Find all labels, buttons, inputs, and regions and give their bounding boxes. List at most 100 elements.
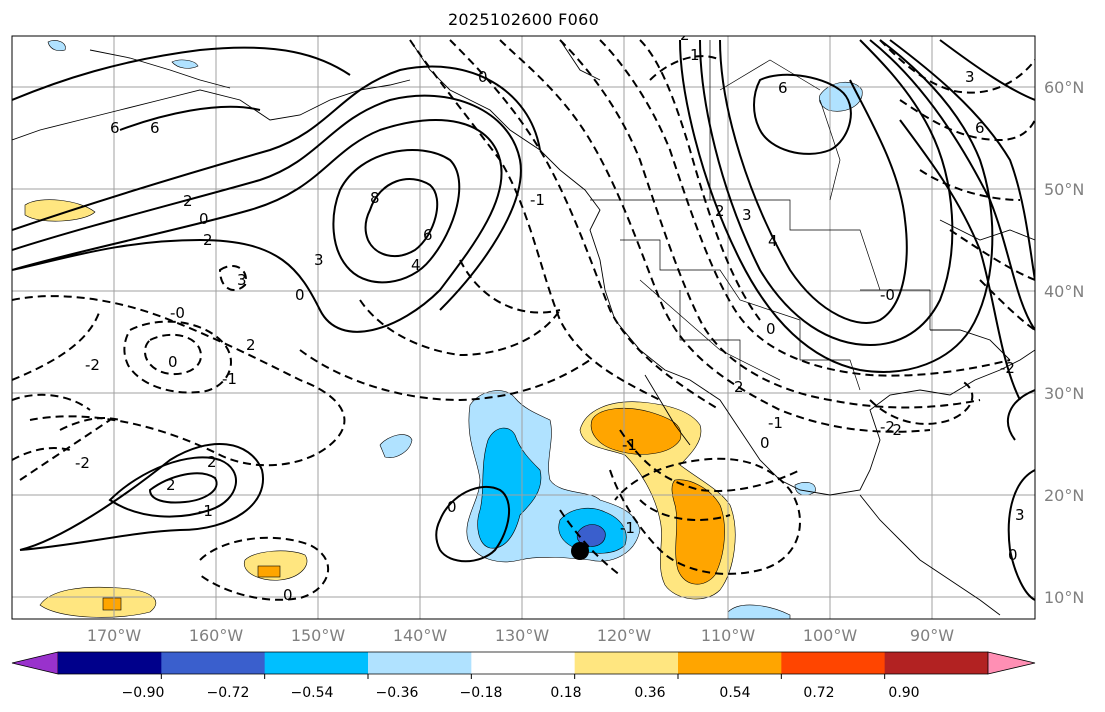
colorbar-tick-label: 0.90 [888, 685, 919, 701]
contour-label: 3 [742, 206, 752, 224]
contour-label: 6 [975, 119, 985, 137]
contour-label: -1 [768, 414, 783, 432]
positive-patch-north [24, 199, 96, 222]
contour-label: -1 [198, 502, 213, 520]
colorbar-tick-label: −0.36 [376, 685, 419, 701]
contour-label: 8 [370, 189, 380, 207]
latitude-axis: 60°N 50°N 40°N 30°N 20°N 10°N [1044, 78, 1084, 607]
lat-label: 30°N [1044, 384, 1084, 403]
contour-label: 0 [478, 68, 488, 86]
contour-label: -2 [75, 454, 90, 472]
colorbar-tick-label: −0.18 [460, 685, 503, 701]
colorbar-segment [471, 652, 576, 674]
colorbar-tick-label: −0.72 [207, 685, 250, 701]
contour-label: -1 [530, 191, 545, 209]
lon-label: 150°W [291, 626, 346, 645]
negative-patch-small-5 [727, 604, 791, 619]
negative-mid-region-1 [477, 427, 542, 549]
contour-label: 0 [760, 434, 770, 452]
map-frame [11, 35, 1036, 620]
lat-label: 60°N [1044, 78, 1084, 97]
location-marker [571, 542, 589, 560]
lon-label: 140°W [393, 626, 448, 645]
contour-label: 3 [1015, 506, 1025, 524]
contour-label: 3 [237, 271, 247, 289]
lat-label: 50°N [1044, 180, 1084, 199]
contour-label: 0 [447, 498, 457, 516]
lat-label: 40°N [1044, 282, 1084, 301]
contour-label: 2 [734, 378, 744, 396]
contour-label: 0 [766, 320, 776, 338]
colorbar-tick-label: 0.72 [803, 685, 834, 701]
contour-label: 6 [110, 119, 120, 137]
colorbar-segment [781, 652, 886, 674]
negative-contours [12, 39, 1035, 601]
lon-label: 110°W [701, 626, 756, 645]
lon-label: 170°W [87, 626, 142, 645]
contour-label: 0 [283, 586, 293, 604]
contour-label: 6 [778, 79, 788, 97]
colorbar-segment [58, 652, 162, 674]
lon-label: 90°W [910, 626, 954, 645]
colorbar-segment [678, 652, 782, 674]
longitude-axis: 170°W 160°W 150°W 140°W 130°W 120°W 110°… [87, 626, 954, 645]
negative-patch-small-2 [47, 40, 66, 52]
colorbar-segment [161, 652, 266, 674]
colorbar-segment [264, 652, 369, 674]
colorbar-extend-low [11, 651, 59, 675]
lon-label: 120°W [597, 626, 652, 645]
contour-label: 4 [411, 256, 421, 274]
lon-label: 100°W [803, 626, 858, 645]
political-borders [590, 40, 931, 391]
contour-label: 2 [203, 231, 213, 249]
colorbar-tick-label: 0.18 [550, 685, 581, 701]
positive-patch-southwest [39, 586, 157, 618]
contour-label: 2 [715, 202, 725, 220]
colorbar-extend-high [987, 651, 1036, 675]
colorbar-tick-label: −0.54 [291, 685, 334, 701]
contour-label: 2 [166, 476, 176, 494]
positive-contours [12, 39, 1035, 601]
contour-label: 4 [768, 232, 778, 250]
negative-patch-small-3 [171, 59, 199, 69]
contour-label: 2 [183, 192, 193, 210]
colorbar-segment [884, 652, 989, 674]
colorbar-tick-label: 0.54 [719, 685, 750, 701]
contour-label: -2 [1000, 359, 1015, 377]
lon-label: 160°W [189, 626, 244, 645]
colorbar-ticks [160, 674, 886, 679]
negative-patch-small [379, 434, 413, 458]
contour-label: 0 [168, 353, 178, 371]
positive-patch-southwest-core [102, 597, 122, 611]
coastlines [12, 39, 1035, 616]
contour-label: 6 [150, 119, 160, 137]
lat-label: 10°N [1044, 588, 1084, 607]
contour-label: 3 [965, 68, 975, 86]
contour-label: -1 [222, 370, 237, 388]
colorbar-segment [574, 652, 679, 674]
contour-label: 6 [423, 226, 433, 244]
contour-label: 3 [314, 251, 324, 269]
lon-label: 130°W [495, 626, 550, 645]
contour-label: -1 [620, 519, 635, 537]
contour-label: -0 [880, 286, 895, 304]
contour-labels: 6 6 8 6 4 2 0 3 2 0 0 2 -2 3 2 -1 -0 -2 … [75, 26, 1025, 604]
contour-label: -2 [880, 418, 895, 436]
positive-patch-west-core [257, 565, 281, 578]
contour-label: -2 [887, 421, 902, 439]
contour-label: -2 [85, 356, 100, 374]
contour-label: -1 [622, 436, 637, 454]
contour-label: 1 [690, 46, 700, 64]
contour-label: 2 [680, 26, 690, 44]
colorbar-outline [58, 651, 988, 675]
contour-label: 0 [1008, 546, 1018, 564]
contour-label: 0 [295, 286, 305, 304]
contour-label: 2 [246, 336, 256, 354]
colorbar-tick-label: 0.36 [634, 685, 665, 701]
colorbar-tick-label: −0.90 [122, 685, 165, 701]
colorbar: −0.90 −0.72 −0.54 −0.36 −0.18 0.18 0.36 … [11, 651, 1036, 701]
lat-label: 20°N [1044, 486, 1084, 505]
contour-label: 2 [207, 453, 217, 471]
map-area: 6 6 8 6 4 2 0 3 2 0 0 2 -2 3 2 -1 -0 -2 … [12, 26, 1035, 619]
